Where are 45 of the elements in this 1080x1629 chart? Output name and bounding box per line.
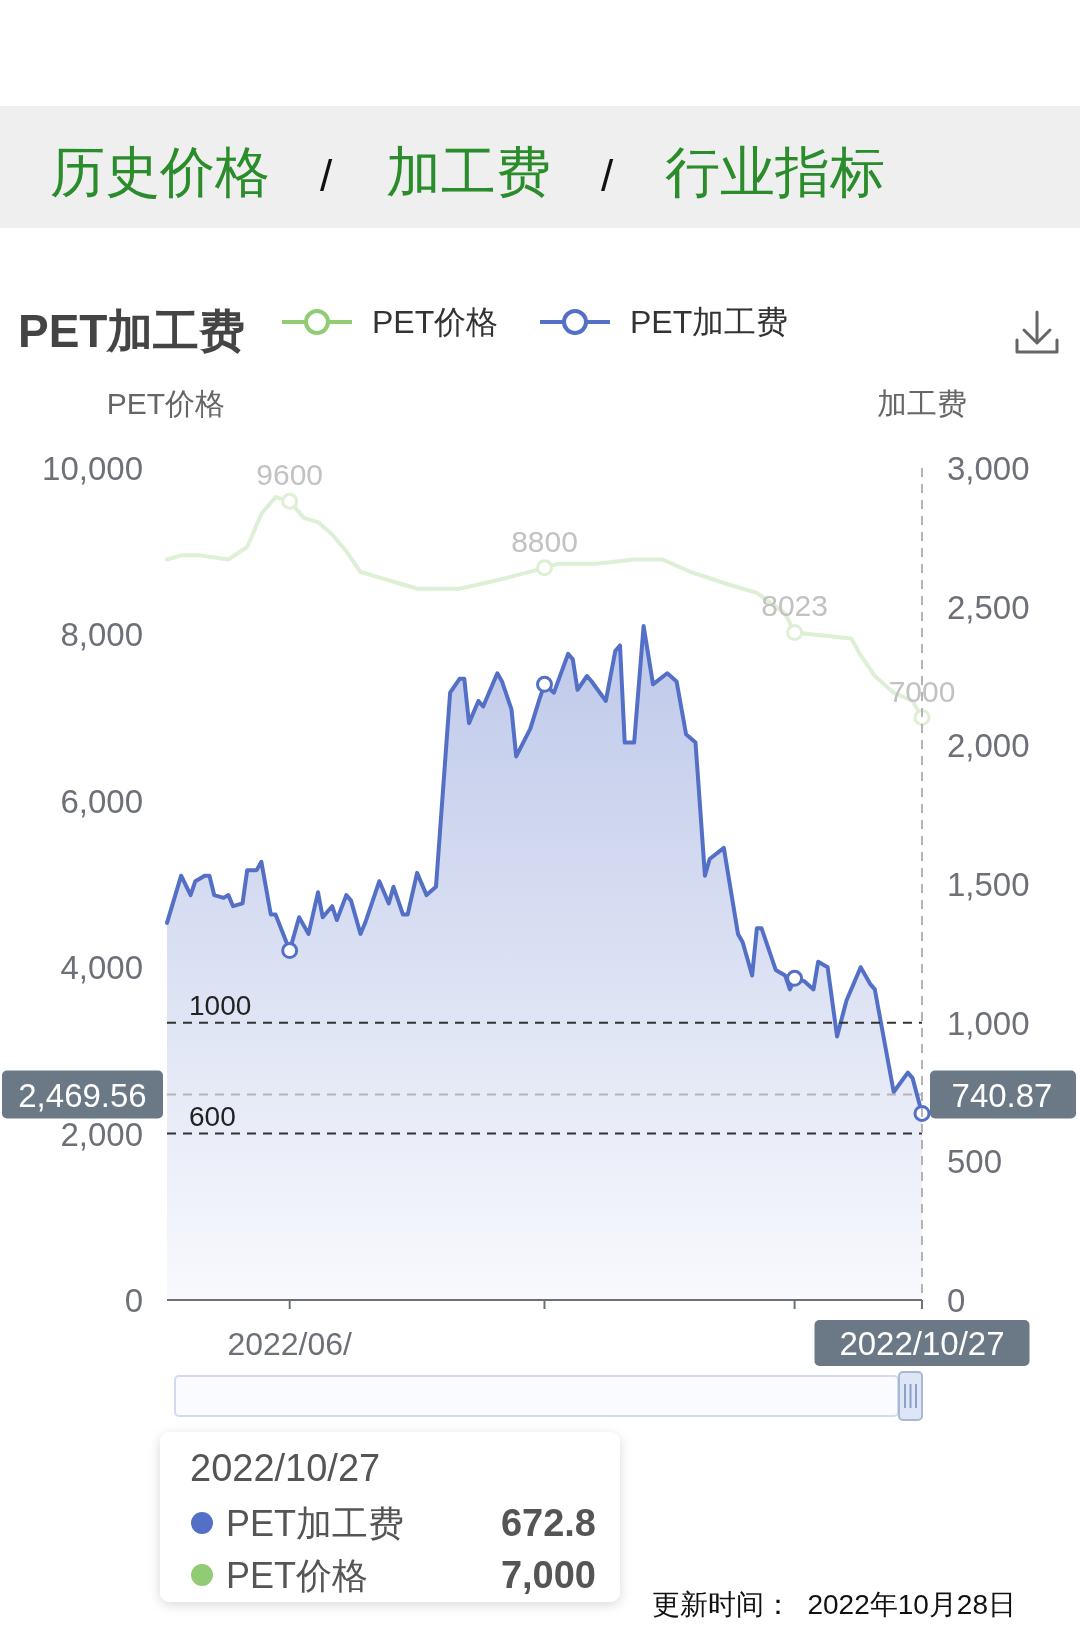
point	[786, 969, 804, 987]
data-label: 8800	[511, 524, 578, 558]
data-label: 7000	[888, 674, 956, 708]
x-tick-label: 2022/06/	[227, 1326, 353, 1362]
text: /	[600, 151, 614, 200]
y2-axis-title: 加工费	[877, 387, 967, 420]
y2-tick-label: 1,500	[947, 866, 1030, 903]
ref-line-label: 600	[189, 1100, 236, 1132]
y-tick-label: 0	[124, 1282, 143, 1319]
text: 740.87	[951, 1076, 1053, 1114]
text: 7,000	[500, 1554, 596, 1596]
y2-tick-label: 1,000	[947, 1004, 1030, 1042]
text: PET加工费	[226, 1503, 405, 1544]
y2-tick-label: 2,000	[947, 727, 1030, 765]
text: PET价格	[226, 1555, 369, 1596]
text: 加工费	[386, 141, 551, 203]
y-tick-label: 4,000	[60, 949, 143, 987]
y-tick-label: 2,000	[60, 1115, 143, 1153]
y-tick-label: 10,000	[42, 450, 143, 487]
data-label: 8023	[761, 589, 828, 623]
y-tick-label: 6,000	[60, 782, 143, 820]
text: 672.8	[500, 1502, 596, 1544]
y-tick-label: 8,000	[60, 616, 143, 654]
text: /	[319, 151, 333, 200]
y2-tick-label: 0	[947, 1282, 966, 1319]
ref-line-label: 1000	[189, 989, 252, 1021]
ref-line-label: 2,469.56	[18, 1076, 147, 1114]
point	[281, 942, 299, 960]
chart-title: PET加工费	[18, 305, 246, 357]
point	[281, 492, 299, 510]
point	[536, 559, 553, 577]
point	[786, 623, 804, 641]
data-label: 9600	[256, 458, 324, 492]
point	[913, 709, 931, 727]
text: 2022/10/27	[190, 1447, 381, 1489]
legend-label: PET价格	[372, 304, 499, 340]
y-axis-title: PET价格	[106, 387, 226, 420]
text: 行业指标	[665, 141, 885, 203]
y2-tick-label: 500	[947, 1143, 1003, 1181]
text: 历史价格	[50, 141, 270, 203]
legend-label: PET加工费	[630, 304, 789, 340]
point	[536, 675, 553, 693]
y2-tick-label: 2,500	[947, 588, 1030, 626]
text: 更新时间： 2022年10月28日	[651, 1589, 1016, 1620]
y2-tick-label: 3,000	[947, 450, 1030, 487]
